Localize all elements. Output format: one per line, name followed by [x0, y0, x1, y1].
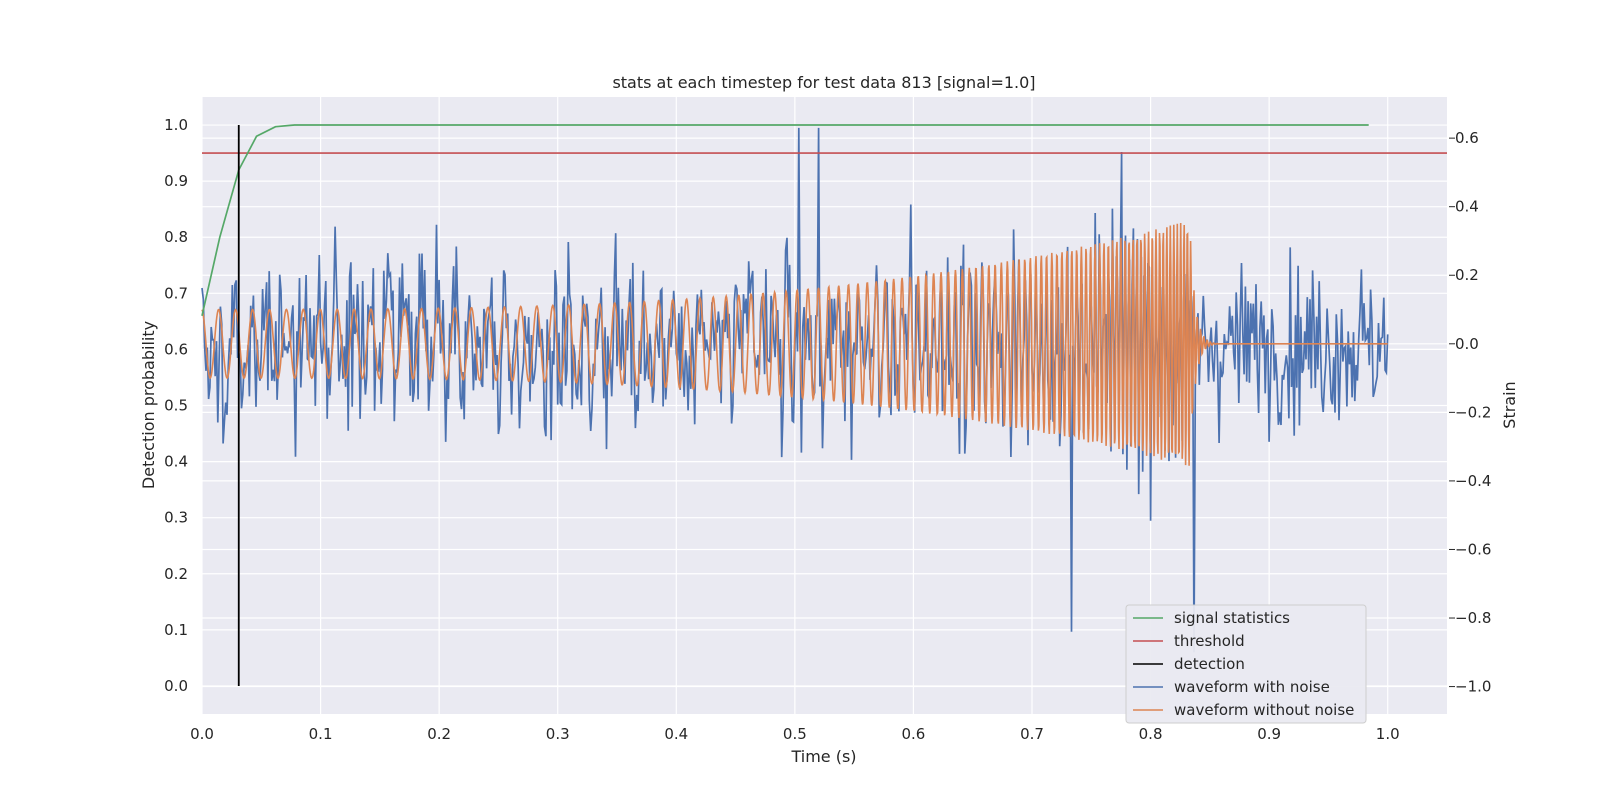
y2-tick-label: −0.4 — [1455, 472, 1491, 490]
plot-lines — [201, 124, 1447, 686]
y2-tick-label: −1.0 — [1455, 678, 1491, 696]
x-tick-label: 0.9 — [1257, 725, 1281, 743]
y2-axis-label: Strain — [1500, 381, 1519, 428]
y2-tick-label: 0.2 — [1455, 266, 1479, 284]
y-tick-label: 0.1 — [164, 621, 188, 639]
y-tick-label: 0.9 — [164, 172, 188, 190]
legend-label-signal: signal statistics — [1174, 609, 1290, 627]
x-tick-label: 0.3 — [546, 725, 570, 743]
y-tick-label: 0.7 — [164, 284, 188, 302]
chart-title: stats at each timestep for test data 813… — [612, 73, 1035, 92]
x-tick-label: 1.0 — [1376, 725, 1400, 743]
y2-tick-label: −0.8 — [1455, 609, 1491, 627]
x-axis-ticks: 0.0 0.1 0.2 0.3 0.4 0.5 0.6 0.7 0.8 0.9 1.0 — [190, 725, 1400, 743]
x-tick-label: 0.8 — [1139, 725, 1163, 743]
legend-label-detection: detection — [1174, 655, 1245, 673]
legend-label-noisy: waveform with noise — [1174, 678, 1330, 696]
y-tick-label: 0.0 — [164, 677, 188, 695]
y-axis-label: Detection probability — [139, 321, 158, 489]
x-tick-label: 0.7 — [1020, 725, 1044, 743]
y-tick-label: 0.5 — [164, 397, 188, 415]
y-tick-label: 0.3 — [164, 509, 188, 527]
y-tick-label: 0.8 — [164, 228, 188, 246]
y2-axis-ticks: −1.0 −0.8 −0.6 −0.4 −0.2 0.0 0.2 0.4 0.6 — [1449, 129, 1491, 696]
x-tick-label: 0.0 — [190, 725, 214, 743]
x-tick-label: 0.6 — [901, 725, 925, 743]
y-tick-label: 0.2 — [164, 565, 188, 583]
x-axis-label: Time (s) — [790, 747, 856, 766]
y-tick-label: 0.4 — [164, 453, 188, 471]
y-tick-label: 1.0 — [164, 116, 188, 134]
series-line-signal-statistics — [201, 124, 1369, 316]
legend-label-threshold: threshold — [1174, 632, 1245, 650]
y2-tick-label: 0.0 — [1455, 335, 1479, 353]
x-tick-label: 0.4 — [664, 725, 688, 743]
x-tick-label: 0.5 — [783, 725, 807, 743]
legend-label-clean: waveform without noise — [1174, 701, 1354, 719]
legend: signal statistics threshold detection wa… — [1125, 604, 1367, 724]
x-tick-label: 0.2 — [427, 725, 451, 743]
x-tick-label: 0.1 — [309, 725, 333, 743]
y-tick-label: 0.6 — [164, 340, 188, 358]
y2-tick-label: −0.2 — [1455, 403, 1491, 421]
y2-tick-label: 0.6 — [1455, 129, 1479, 147]
y-axis-ticks: 0.0 0.1 0.2 0.3 0.4 0.5 0.6 0.7 0.8 0.9 1.0 — [164, 116, 188, 695]
series-line-waveform-without-noise — [201, 222, 1388, 466]
legend-box — [1125, 604, 1367, 724]
y2-tick-label: 0.4 — [1455, 198, 1479, 216]
y2-tick-label: −0.6 — [1455, 540, 1491, 558]
